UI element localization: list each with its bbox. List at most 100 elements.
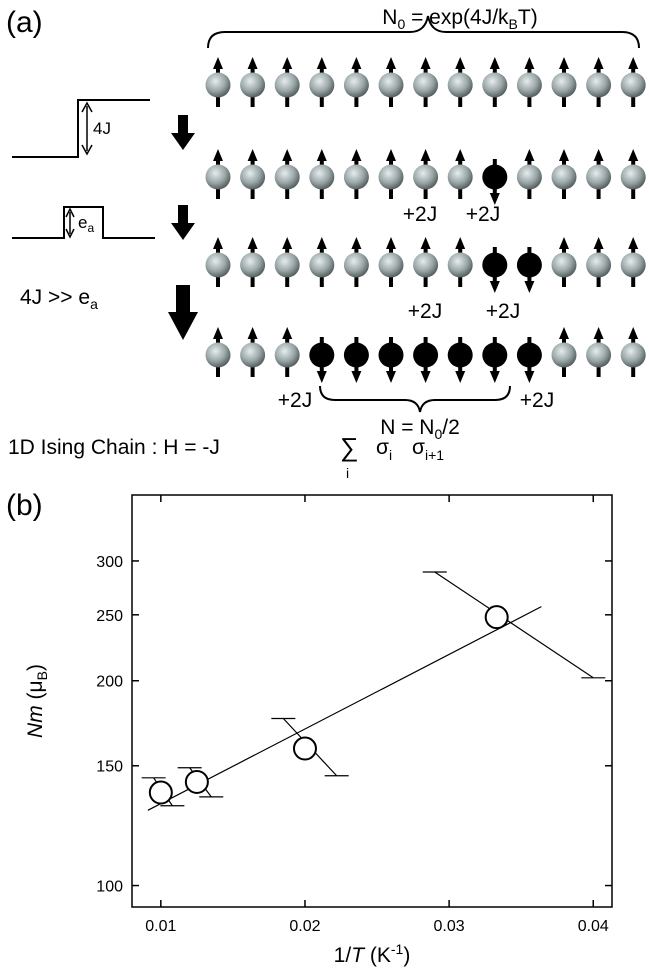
spin <box>482 72 508 98</box>
spin <box>586 72 612 98</box>
spin <box>620 342 646 368</box>
spin-arrowhead <box>524 371 535 383</box>
spin-arrowhead <box>455 149 466 161</box>
x-tick-label: 0.03 <box>434 918 465 935</box>
energy-label: +2J <box>403 203 437 226</box>
spin <box>240 342 266 368</box>
spin-arrowhead <box>247 149 258 161</box>
text: (K <box>364 944 391 967</box>
error-bar <box>434 571 594 679</box>
spin <box>343 252 369 278</box>
spin-arrowhead <box>524 281 535 293</box>
spin <box>551 72 577 98</box>
spin-arrowhead <box>489 57 500 69</box>
spin-arrowhead <box>593 57 604 69</box>
text: N <box>382 6 397 29</box>
y-tick-label: 300 <box>96 554 123 571</box>
spin-arrowhead <box>213 149 223 161</box>
text: T <box>351 944 366 967</box>
sum-index: i <box>346 465 349 481</box>
data-point <box>484 605 509 630</box>
panel-label: (a) <box>6 6 43 39</box>
spin <box>309 252 335 278</box>
double-arrow <box>81 101 93 156</box>
y-axis-label: Nm (μB) <box>24 664 50 738</box>
spin <box>240 164 266 190</box>
subscript: 0 <box>397 16 405 32</box>
text: (μ <box>24 680 47 705</box>
spin <box>274 72 300 98</box>
spin-arrowhead <box>628 57 639 69</box>
spin-arrowhead <box>386 237 396 249</box>
spin <box>274 252 300 278</box>
text: 1/ <box>334 944 352 967</box>
spin-arrowhead <box>386 371 396 383</box>
text: T) <box>518 6 538 29</box>
spin <box>205 252 231 278</box>
spin <box>551 252 577 278</box>
spin-arrowhead <box>489 193 500 205</box>
text: e <box>78 213 87 232</box>
spin <box>240 72 266 98</box>
brace <box>319 385 511 413</box>
spin <box>309 342 335 368</box>
spin <box>343 342 369 368</box>
text: σ <box>376 436 389 459</box>
spin-arrowhead <box>524 149 535 161</box>
x-tick-label: 0.02 <box>289 918 320 935</box>
condition: 4J >> ea <box>20 286 98 312</box>
data-point <box>148 780 173 805</box>
energy-label: +2J <box>278 389 312 412</box>
spin <box>309 164 335 190</box>
spin <box>274 164 300 190</box>
n0-label: N0 = exp(4J/kBT) <box>382 6 537 32</box>
text: Nm <box>24 705 47 738</box>
spin-arrowhead <box>247 327 258 339</box>
energy-label: +2J <box>466 203 500 226</box>
x-tick-label: 0.04 <box>578 918 609 935</box>
spin-arrowhead <box>593 327 604 339</box>
spin <box>447 252 473 278</box>
spin <box>620 72 646 98</box>
spin-arrowhead <box>420 149 431 161</box>
spin <box>482 252 508 278</box>
spin <box>447 72 473 98</box>
spin-arrowhead <box>213 237 223 249</box>
sum-symbol: ∑ <box>340 432 359 462</box>
spin <box>620 252 646 278</box>
spin-arrowhead <box>559 237 569 249</box>
text: 4J >> e <box>20 286 90 309</box>
subscript: i <box>389 447 392 463</box>
brace <box>207 15 640 49</box>
spin-arrowhead <box>628 149 639 161</box>
subscript: B <box>509 16 518 32</box>
sigma: σi <box>376 436 392 463</box>
spin <box>586 164 612 190</box>
sigma: σi+1 <box>412 436 444 463</box>
y-tick-label: 100 <box>96 879 123 896</box>
energy-label: +2J <box>486 300 520 323</box>
spin-arrowhead <box>524 57 535 69</box>
y-tick-label: 200 <box>96 674 123 691</box>
data-point <box>184 769 209 794</box>
data-point <box>292 736 317 761</box>
spin-arrowhead <box>593 237 604 249</box>
spin <box>586 252 612 278</box>
spin-arrowhead <box>282 57 293 69</box>
spin <box>343 72 369 98</box>
spin-arrowhead <box>247 57 258 69</box>
spin <box>378 252 404 278</box>
plot-frame <box>131 494 613 908</box>
spin <box>413 164 439 190</box>
spin-arrowhead <box>282 149 293 161</box>
x-tick-label: 0.01 <box>145 918 176 935</box>
spin <box>378 342 404 368</box>
spin-arrowhead <box>351 237 362 249</box>
subscript: i+1 <box>425 447 444 463</box>
spin-arrowhead <box>489 281 500 293</box>
spin <box>551 342 577 368</box>
spin-arrowhead <box>420 237 431 249</box>
superscript: -1 <box>391 941 404 957</box>
spin-arrowhead <box>351 371 362 383</box>
spin <box>413 252 439 278</box>
